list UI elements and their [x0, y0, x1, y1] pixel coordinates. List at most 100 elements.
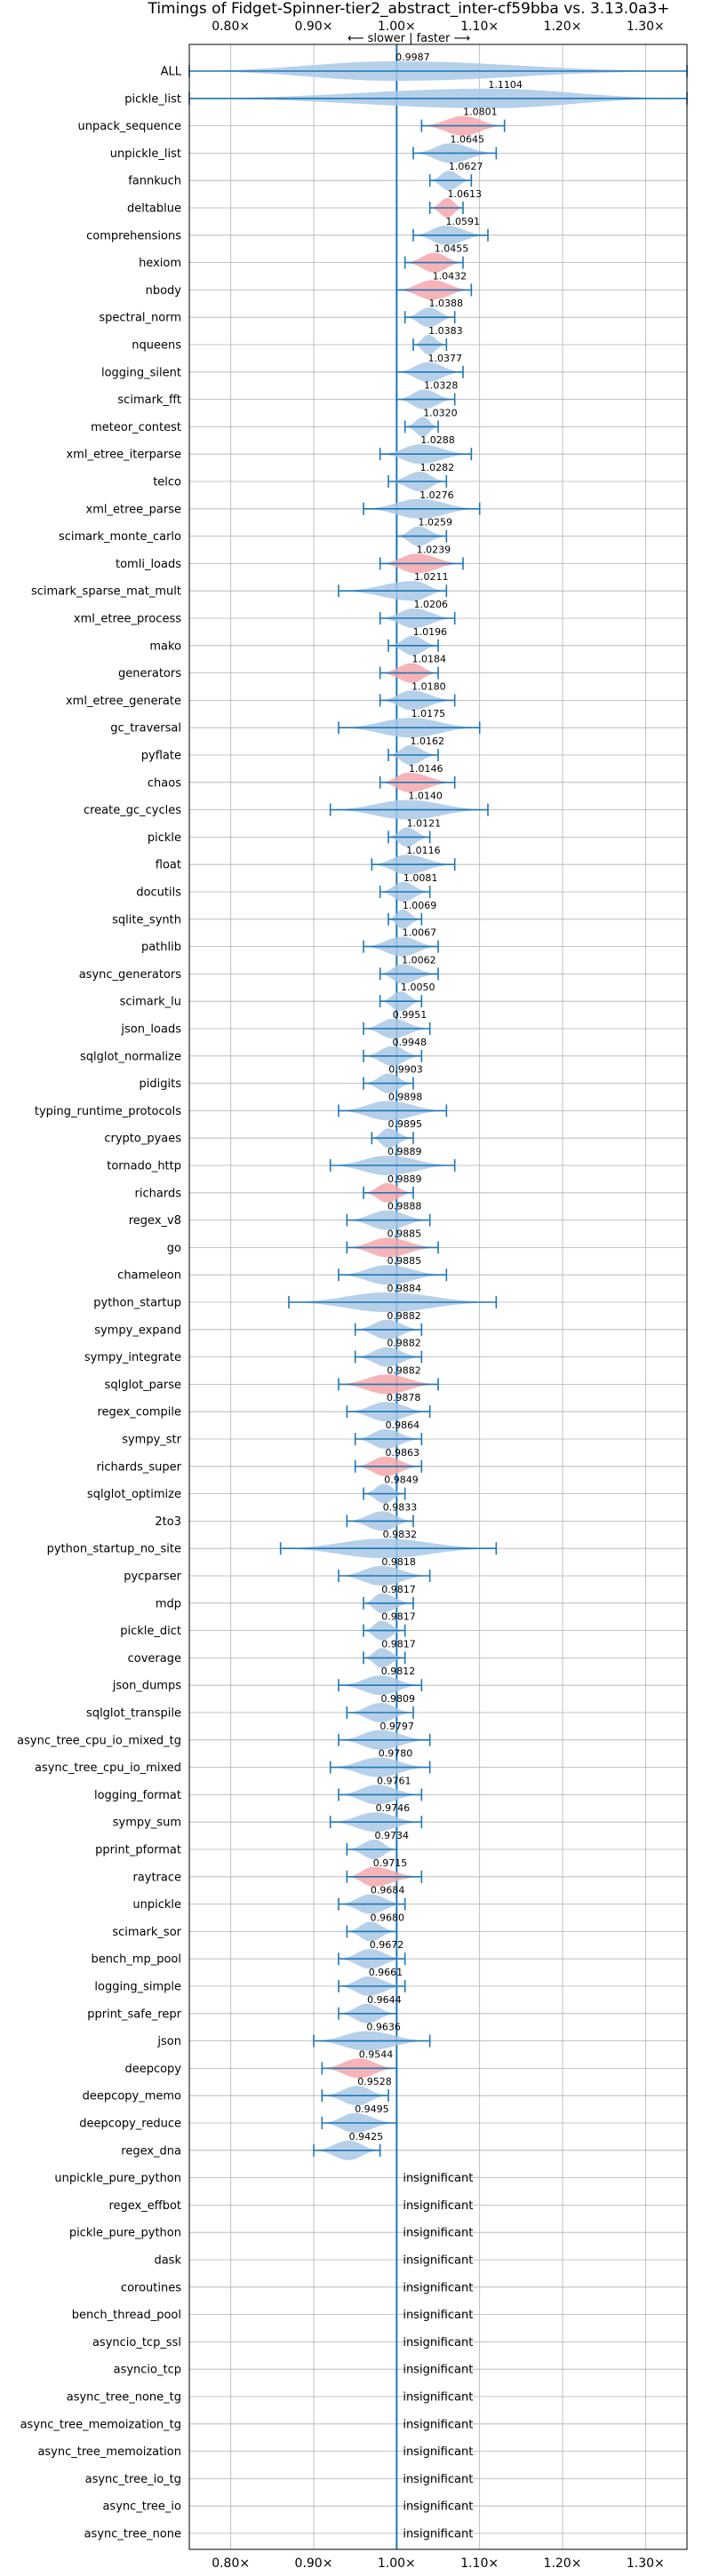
insignificant-label: insignificant: [403, 2364, 473, 2377]
value-label: 0.9987: [395, 52, 430, 63]
value-label: 1.0175: [411, 708, 446, 720]
value-label: 1.0146: [409, 763, 443, 775]
category-label: tornado_http: [107, 1160, 181, 1173]
category-label: async_tree_memoization_tg: [20, 2418, 181, 2431]
category-label: json: [156, 2035, 181, 2048]
category-label: 2to3: [155, 1515, 181, 1529]
category-label: async_tree_io_tg: [85, 2473, 181, 2486]
category-label: pickle_dict: [120, 1625, 181, 1638]
value-label: 0.9864: [386, 1419, 420, 1431]
value-label: 0.9684: [371, 1885, 405, 1896]
value-label: 1.0180: [411, 680, 446, 692]
category-label: fannkuch: [128, 175, 181, 188]
value-label: 1.0062: [402, 954, 436, 966]
value-label: 0.9780: [379, 1748, 413, 1760]
value-label: 1.0591: [445, 216, 480, 227]
value-label: 1.0239: [417, 544, 451, 555]
value-label: 1.0455: [435, 243, 469, 255]
category-label: json_dumps: [112, 1680, 181, 1693]
value-label: 0.9715: [373, 1857, 408, 1869]
category-label: pickle: [148, 831, 181, 845]
category-label: chameleon: [117, 1269, 181, 1283]
category-label: sqlite_synth: [112, 913, 181, 926]
category-label: logging_format: [94, 1789, 181, 1802]
category-label: xml_etree_generate: [66, 695, 181, 708]
category-label: async_tree_none: [84, 2528, 181, 2541]
value-label: 1.0328: [424, 380, 459, 392]
category-label: raytrace: [132, 1871, 181, 1884]
category-label: coverage: [128, 1652, 181, 1666]
category-label: spectral_norm: [99, 312, 181, 325]
category-label: pickle_list: [124, 92, 181, 106]
insignificant-label: insignificant: [403, 2418, 473, 2431]
value-label: 0.9895: [388, 1118, 423, 1130]
value-label: 0.9832: [383, 1529, 418, 1540]
value-label: 0.9495: [355, 2103, 389, 2115]
value-label: 1.0388: [429, 298, 463, 309]
x-tick-label-bottom: 1.20×: [544, 2556, 582, 2571]
category-label: pickle_pure_python: [69, 2227, 181, 2240]
category-label: deepcopy_memo: [83, 2090, 181, 2103]
category-label: comprehensions: [86, 229, 181, 242]
category-label: unpack_sequence: [77, 120, 181, 133]
value-label: 0.9636: [366, 2022, 401, 2033]
value-label: 0.9951: [393, 1009, 427, 1021]
category-label: regex_dna: [121, 2144, 181, 2158]
value-label: 1.0162: [410, 735, 444, 747]
value-label: 0.9878: [387, 1392, 421, 1403]
insignificant-label: insignificant: [403, 2473, 473, 2486]
value-label: 0.9734: [375, 1830, 410, 1841]
value-label: 0.9746: [376, 1802, 411, 1814]
value-label: 1.0288: [420, 434, 455, 446]
value-label: 1.0377: [428, 353, 463, 364]
value-label: 0.9644: [367, 1994, 402, 2006]
category-label: dask: [154, 2254, 181, 2268]
value-label: 1.0627: [449, 161, 483, 172]
category-label: json_loads: [120, 1023, 181, 1037]
category-label: mako: [149, 640, 181, 653]
category-label: sympy_expand: [94, 1324, 181, 1337]
x-tick-label-top: 1.30×: [627, 20, 665, 34]
value-label: 0.9818: [381, 1556, 416, 1568]
value-label: 0.9885: [387, 1255, 422, 1267]
category-label: regex_effbot: [108, 2199, 181, 2213]
insignificant-label: insignificant: [403, 2500, 473, 2514]
value-label: 1.0432: [433, 270, 467, 282]
category-label: deltablue: [127, 203, 181, 216]
value-label: 1.0320: [423, 407, 458, 418]
category-label: sympy_str: [122, 1434, 181, 1447]
value-label: 0.9882: [387, 1364, 421, 1376]
value-label: 1.0184: [412, 654, 447, 665]
value-label: 0.9817: [381, 1584, 416, 1595]
category-label: pycparser: [124, 1570, 181, 1584]
value-label: 0.9672: [370, 1939, 404, 1951]
category-label: xml_etree_process: [74, 613, 181, 626]
insignificant-label: insignificant: [403, 2199, 473, 2213]
x-tick-label-top: 1.20×: [544, 20, 582, 34]
insignificant-label: insignificant: [403, 2227, 473, 2240]
value-label: 0.9863: [386, 1447, 420, 1459]
value-label: 1.0081: [403, 872, 438, 884]
category-label: richards: [135, 1187, 182, 1200]
category-label: python_startup_no_site: [47, 1543, 181, 1556]
value-label: 1.0116: [406, 845, 441, 856]
value-label: 0.9882: [387, 1310, 421, 1322]
category-label: create_gc_cycles: [84, 804, 181, 817]
category-label: async_tree_cpu_io_mixed: [35, 1761, 181, 1775]
x-tick-label-bottom: 0.90×: [295, 2556, 333, 2571]
category-label: bench_mp_pool: [91, 1953, 181, 1967]
value-label: 0.9797: [379, 1721, 414, 1732]
category-label: deepcopy: [124, 2063, 181, 2076]
insignificant-label: insignificant: [403, 2391, 473, 2405]
value-label: 0.9761: [377, 1775, 411, 1786]
category-label: unpickle: [132, 1898, 181, 1912]
category-label: scimark_fft: [117, 394, 181, 407]
category-label: generators: [118, 667, 181, 680]
insignificant-label: insignificant: [403, 2172, 473, 2185]
x-tick-label-bottom: 0.80×: [212, 2556, 250, 2571]
category-label: go: [167, 1242, 181, 1255]
value-label: 0.9888: [387, 1201, 422, 1212]
value-label: 0.9903: [388, 1064, 423, 1076]
category-label: async_tree_memoization: [37, 2445, 181, 2459]
value-label: 1.0121: [407, 817, 442, 829]
